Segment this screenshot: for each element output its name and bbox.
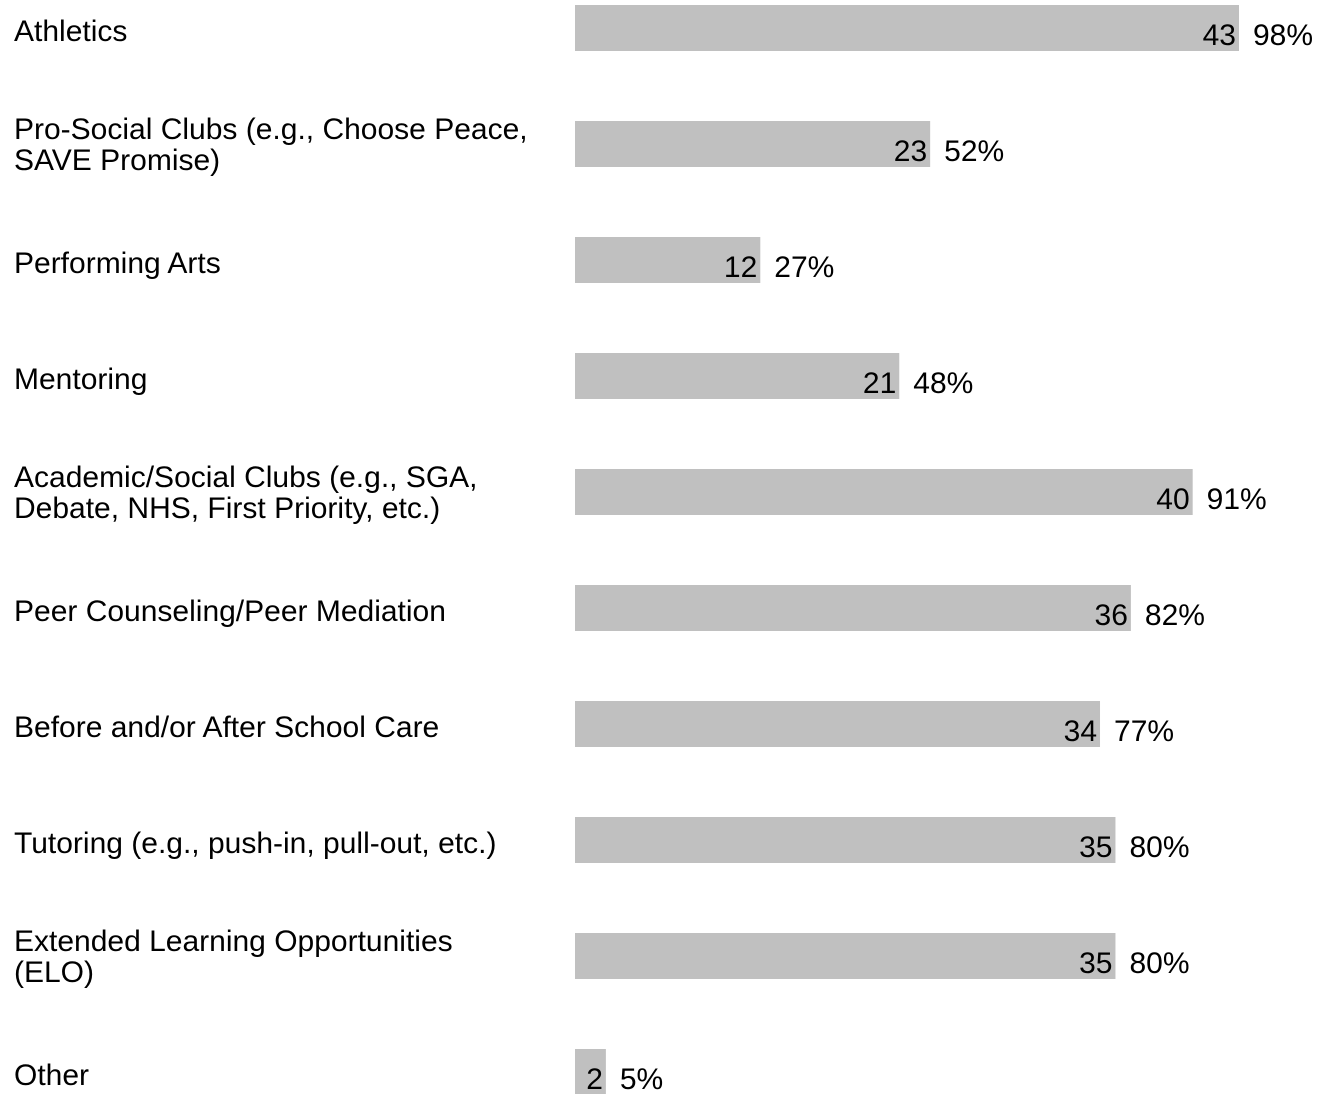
value-label: 36	[1095, 599, 1128, 632]
category-label: Before and/or After School Care	[14, 711, 439, 744]
percent-label: 77%	[1114, 715, 1174, 748]
percent-label: 48%	[913, 367, 973, 400]
category-label: Extended Learning Opportunities	[14, 925, 453, 958]
value-label: 34	[1064, 715, 1097, 748]
percent-label: 91%	[1207, 483, 1267, 516]
percent-label: 80%	[1129, 831, 1189, 864]
value-label: 35	[1079, 947, 1112, 980]
category-label: (ELO)	[14, 956, 94, 989]
percent-label: 82%	[1145, 599, 1205, 632]
value-label: 43	[1203, 19, 1236, 52]
bar-row: Other 2 5%	[14, 1049, 663, 1094]
bar-row: Peer Counseling/Peer Mediation 36 82%	[14, 585, 1205, 632]
category-label: Academic/Social Clubs (e.g., SGA,	[14, 461, 478, 494]
percent-label: 5%	[620, 1063, 663, 1094]
percent-label: 80%	[1129, 947, 1189, 980]
value-label: 23	[894, 135, 927, 168]
bar-row: Tutoring (e.g., push-in, pull-out, etc.)…	[14, 817, 1190, 864]
bar-row: Academic/Social Clubs (e.g., SGA,Debate,…	[14, 461, 1267, 525]
value-label: 21	[863, 367, 896, 400]
category-label: Peer Counseling/Peer Mediation	[14, 595, 446, 628]
value-label: 2	[586, 1063, 603, 1094]
bar	[575, 469, 1193, 515]
bar	[575, 817, 1116, 863]
category-label: Other	[14, 1059, 89, 1092]
bar-row: Pro-Social Clubs (e.g., Choose Peace,SAV…	[14, 113, 1004, 177]
bar-row: Performing Arts 12 27%	[14, 237, 834, 284]
category-label: Debate, NHS, First Priority, etc.)	[14, 492, 440, 525]
bar	[575, 701, 1101, 747]
percent-label: 98%	[1253, 19, 1313, 52]
value-label: 35	[1079, 831, 1112, 864]
bar-row: Extended Learning Opportunities(ELO) 35 80…	[14, 925, 1190, 989]
percent-label: 27%	[774, 251, 834, 284]
category-label: Pro-Social Clubs (e.g., Choose Peace,	[14, 113, 528, 146]
category-label: Tutoring (e.g., push-in, pull-out, etc.)	[14, 827, 496, 860]
bar	[575, 353, 900, 399]
category-label: Mentoring	[14, 363, 147, 396]
category-label: Athletics	[14, 15, 127, 48]
bar	[575, 237, 761, 283]
category-label: Performing Arts	[14, 247, 221, 280]
bar	[575, 585, 1131, 631]
category-label: SAVE Promise)	[14, 144, 220, 177]
bar	[575, 1049, 606, 1094]
percent-label: 52%	[944, 135, 1004, 168]
bar	[575, 5, 1239, 51]
bar-row: Before and/or After School Care 34 77%	[14, 701, 1174, 748]
value-label: 40	[1156, 483, 1189, 516]
value-label: 12	[724, 251, 757, 284]
bar-row: Mentoring 21 48%	[14, 353, 973, 400]
bar	[575, 121, 931, 167]
bar-row: Athletics 43 98%	[14, 5, 1313, 52]
bar	[575, 933, 1116, 979]
